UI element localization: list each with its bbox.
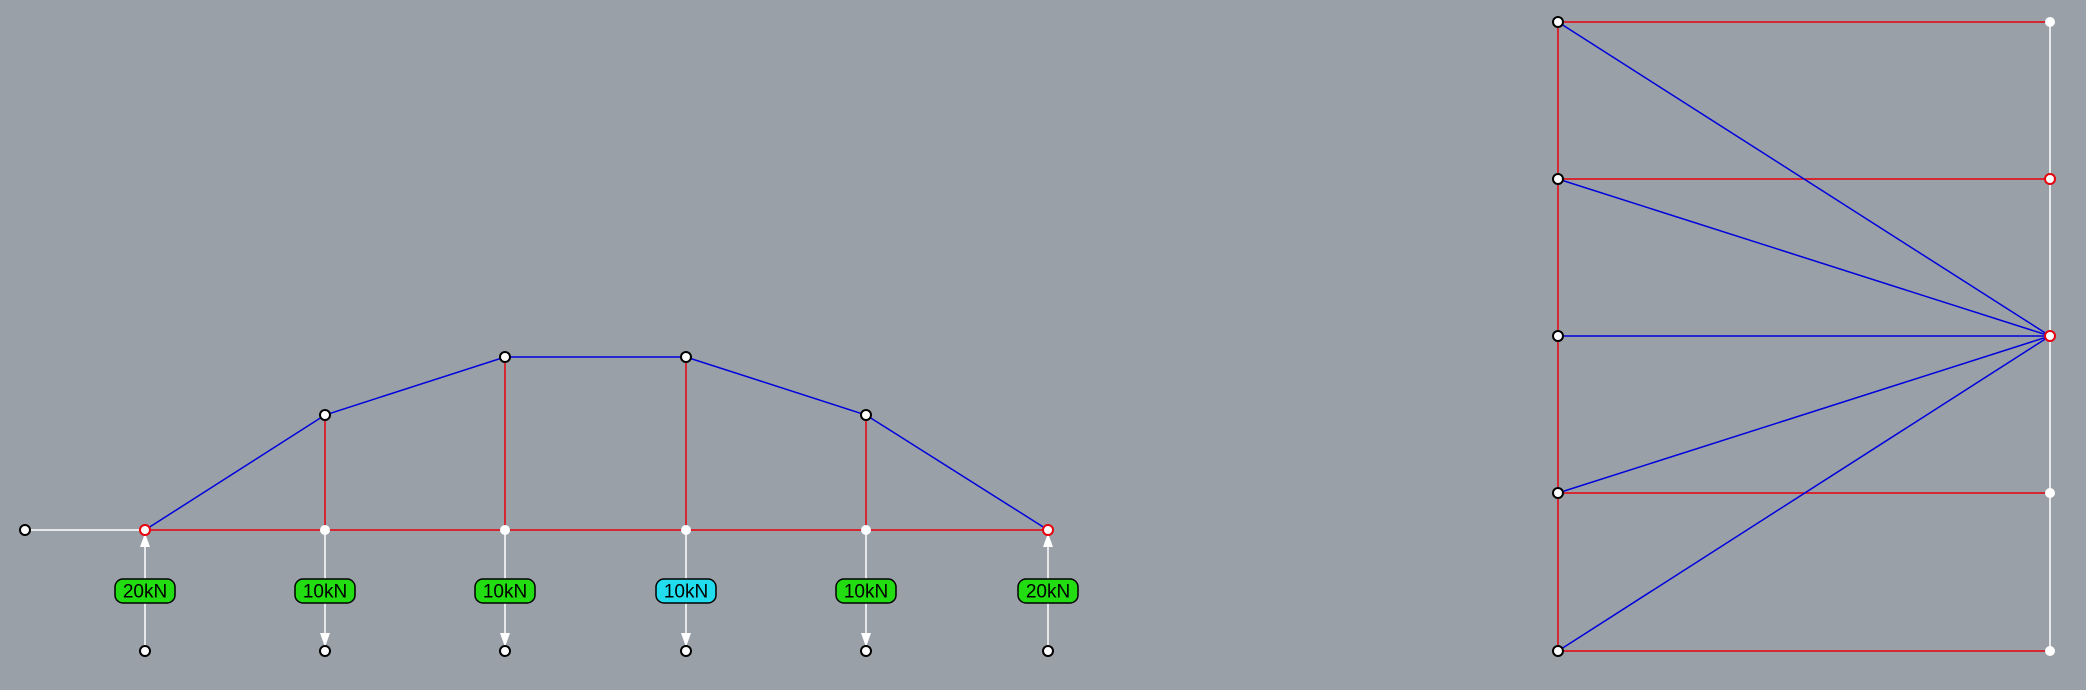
arrowhead-up-6: [1043, 533, 1053, 547]
force-pole-node[interactable]: [2044, 330, 2056, 342]
load-label-text: 20kN: [1026, 582, 1070, 603]
load-label-4-selected[interactable]: 10kN: [655, 578, 717, 604]
support-node-right[interactable]: [1042, 524, 1054, 536]
force-edge[interactable]: [1557, 21, 2051, 337]
force-node[interactable]: [1552, 487, 1564, 499]
load-anchor-node[interactable]: [499, 645, 511, 657]
bottom-node[interactable]: [320, 525, 330, 535]
force-diagram: [1552, 16, 2056, 657]
load-label-text: 10kN: [483, 582, 527, 603]
load-label-3[interactable]: 10kN: [474, 578, 536, 604]
force-edge[interactable]: [1557, 335, 2051, 494]
form-nodes: [19, 351, 1054, 657]
arrowhead-down-3: [500, 633, 510, 647]
load-label-6[interactable]: 20kN: [1017, 578, 1079, 604]
top-node[interactable]: [860, 409, 872, 421]
arrowhead-down-5: [861, 633, 871, 647]
arrowhead-down-2: [320, 633, 330, 647]
load-label-text: 10kN: [844, 582, 888, 603]
force-load-node-red[interactable]: [2044, 173, 2056, 185]
top-chord-edge[interactable]: [144, 356, 1049, 531]
load-arrowheads: [140, 533, 1053, 647]
load-label-2[interactable]: 10kN: [294, 578, 356, 604]
support-node-left[interactable]: [139, 524, 151, 536]
top-node[interactable]: [680, 351, 692, 363]
load-label-text: 10kN: [303, 582, 347, 603]
load-anchor-node[interactable]: [139, 645, 151, 657]
force-node[interactable]: [1552, 173, 1564, 185]
arrowhead-up-1: [140, 533, 150, 547]
load-label-text: 20kN: [123, 582, 167, 603]
bottom-node[interactable]: [500, 525, 510, 535]
free-node[interactable]: [19, 524, 31, 536]
load-label-1[interactable]: 20kN: [114, 578, 176, 604]
form-diagram: 20kN 10kN 10kN 10kN 10kN 20kN: [19, 351, 1079, 657]
force-edge[interactable]: [1557, 335, 2051, 652]
top-node[interactable]: [499, 351, 511, 363]
force-edge[interactable]: [1557, 178, 2051, 337]
force-load-node[interactable]: [2045, 646, 2055, 656]
force-load-node[interactable]: [2045, 488, 2055, 498]
load-anchor-node[interactable]: [1042, 645, 1054, 657]
load-anchor-node[interactable]: [680, 645, 692, 657]
force-node[interactable]: [1552, 645, 1564, 657]
force-node[interactable]: [1552, 16, 1564, 28]
force-compression-edges: [1557, 21, 2051, 652]
arrowhead-down-4: [681, 633, 691, 647]
bottom-node[interactable]: [681, 525, 691, 535]
load-label-5[interactable]: 10kN: [835, 578, 897, 604]
load-lines: [144, 530, 1049, 650]
load-labels: 20kN 10kN 10kN 10kN 10kN 20kN: [114, 578, 1079, 604]
load-anchor-node[interactable]: [319, 645, 331, 657]
top-node[interactable]: [319, 409, 331, 421]
bottom-node[interactable]: [861, 525, 871, 535]
vertical-edges: [324, 357, 867, 530]
load-label-text: 10kN: [664, 582, 708, 603]
load-anchor-node[interactable]: [860, 645, 872, 657]
force-node[interactable]: [1552, 330, 1564, 342]
force-load-node[interactable]: [2045, 17, 2055, 27]
force-nodes: [1552, 16, 2056, 657]
